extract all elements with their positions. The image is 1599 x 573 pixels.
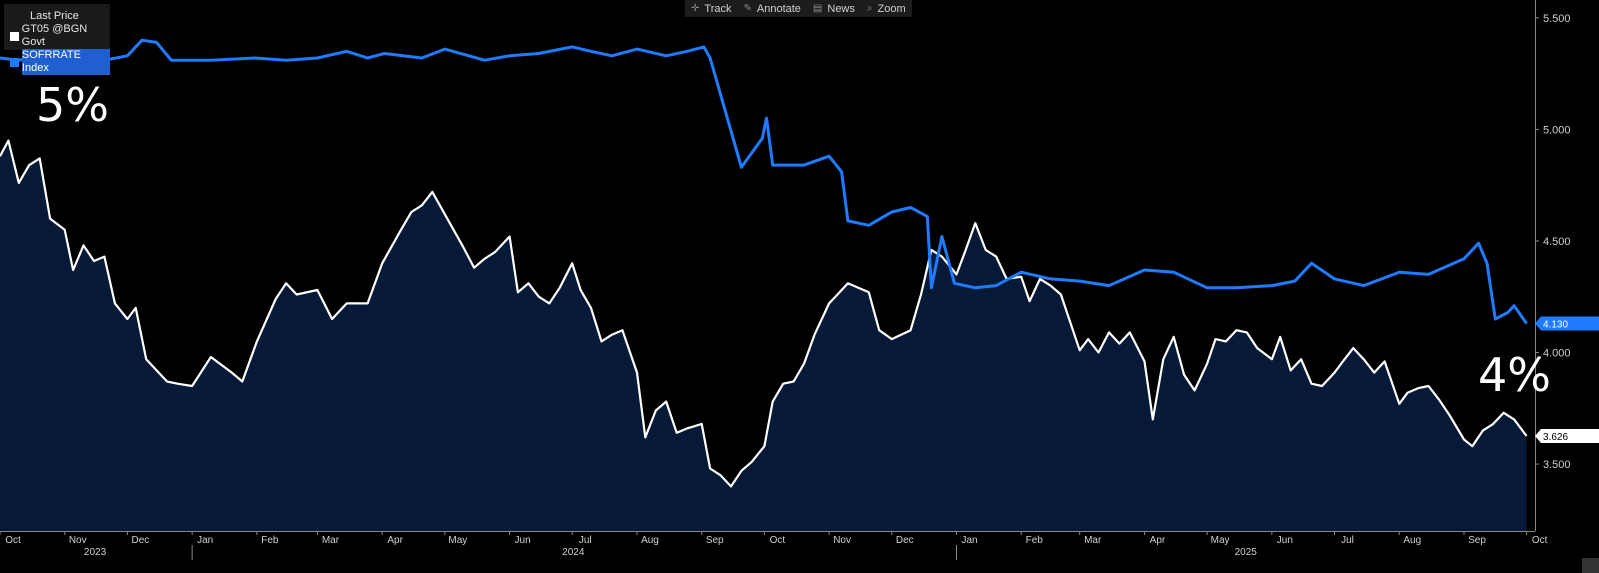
- year-label: 2025: [1235, 547, 1258, 558]
- sofr-last-value-tag: 4.130: [1535, 316, 1599, 331]
- annotation-left: 5%: [36, 78, 109, 132]
- x-tick-label: Jul: [579, 535, 592, 546]
- x-tick-label: Apr: [387, 535, 403, 546]
- crosshair-icon: ✛: [691, 3, 700, 14]
- gt05-last-value-tag: 3.626: [1535, 428, 1599, 443]
- x-tick-label: Oct: [1532, 535, 1548, 546]
- x-tick-label: Oct: [770, 535, 786, 546]
- last-value-text: 3.626: [1543, 432, 1568, 443]
- x-tick-label: Nov: [833, 535, 851, 546]
- legend-swatch-gt05: [10, 31, 19, 41]
- sofr-line: [0, 38, 1528, 325]
- year-label: 2024: [562, 547, 585, 558]
- chart-menu-button[interactable]: [1582, 558, 1599, 573]
- gt05-line: [0, 139, 1528, 488]
- pencil-icon: ✎: [743, 3, 752, 14]
- x-tick-label: Dec: [131, 535, 149, 546]
- x-tick-label: Jun: [1277, 535, 1293, 546]
- track-label: Track: [704, 2, 732, 15]
- year-label: 2023: [84, 547, 107, 558]
- news-label: News: [827, 2, 855, 15]
- zoom-button[interactable]: ⌕ Zoom: [861, 3, 912, 15]
- legend: Last Price GT05 @BGN Govt SOFRRATE Index: [4, 4, 110, 75]
- x-tick-label: May: [448, 535, 467, 546]
- x-tick-label: Feb: [1026, 535, 1044, 546]
- x-tick-label: Nov: [69, 535, 87, 546]
- x-tick-label: Sep: [706, 535, 724, 546]
- y-tick-label: 3.500: [1543, 459, 1571, 471]
- chart-toolbar: ✛ Track ✎ Annotate ▤ News ⌕ Zoom: [685, 0, 912, 17]
- x-tick-label: Jan: [961, 535, 977, 546]
- x-tick-label: Feb: [261, 535, 279, 546]
- last-value-tag-bg: [1535, 428, 1599, 443]
- y-tick-label: 4.500: [1543, 236, 1571, 248]
- x-tick-label: Jun: [515, 535, 531, 546]
- news-button[interactable]: ▤ News: [807, 3, 861, 15]
- x-tick-label: Jan: [197, 535, 213, 546]
- news-icon: ▤: [812, 3, 823, 14]
- y-tick-label: 4.000: [1543, 348, 1571, 360]
- legend-entry-sofr[interactable]: SOFRRATE Index: [4, 49, 110, 75]
- annotate-label: Annotate: [756, 2, 801, 15]
- legend-label-gt05: GT05 @BGN Govt: [21, 23, 88, 48]
- x-tick-label: Mar: [322, 535, 340, 546]
- x-tick-label: Sep: [1468, 535, 1486, 546]
- y-tick-label: 5.500: [1543, 13, 1571, 25]
- magnifier-icon: ⌕: [866, 3, 873, 14]
- zoom-label: Zoom: [877, 2, 906, 15]
- x-tick-label: Mar: [1084, 535, 1102, 546]
- x-tick-label: Apr: [1150, 535, 1166, 546]
- last-value-tag-bg: [1535, 316, 1599, 331]
- legend-entry-gt05[interactable]: GT05 @BGN Govt: [4, 23, 110, 49]
- x-tick-label: Oct: [5, 535, 21, 546]
- annotate-button[interactable]: ✎ Annotate: [737, 3, 806, 15]
- legend-swatch-sofr: [10, 57, 19, 67]
- x-tick-label: Aug: [641, 535, 659, 546]
- last-value-text: 4.130: [1543, 320, 1568, 331]
- x-tick-label: Dec: [896, 535, 914, 546]
- gt05-area-fill: [0, 140, 1527, 531]
- legend-title: Last Price: [30, 10, 79, 22]
- x-tick-label: May: [1211, 535, 1230, 546]
- annotation-right: 4%: [1478, 348, 1551, 402]
- track-button[interactable]: ✛ Track: [685, 3, 737, 15]
- x-tick-label: Aug: [1403, 535, 1421, 546]
- x-tick-label: Jul: [1341, 535, 1354, 546]
- y-tick-label: 5.000: [1543, 124, 1571, 136]
- legend-label-sofr: SOFRRATE Index: [21, 49, 110, 75]
